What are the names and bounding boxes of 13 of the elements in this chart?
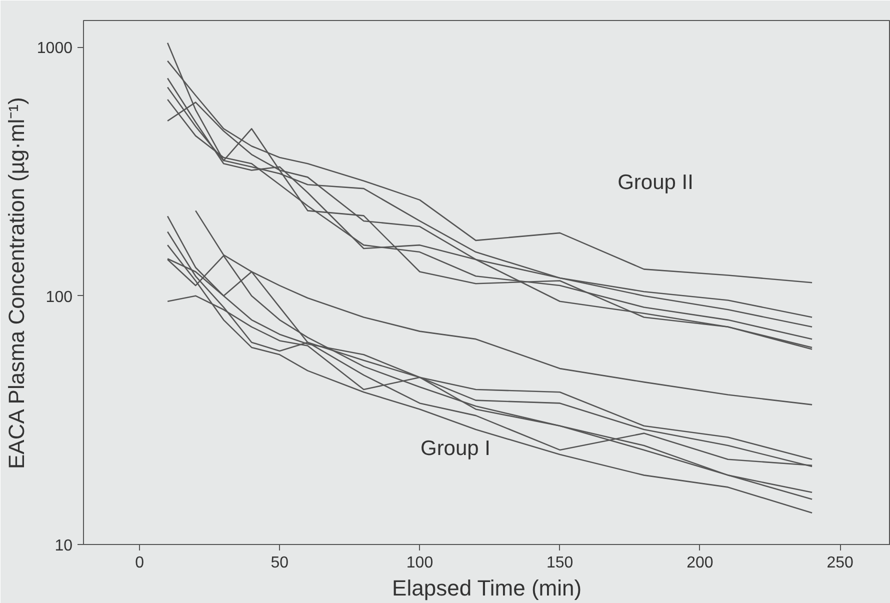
x-tick-label: 150 [546,554,574,572]
x-tick-label: 250 [826,554,854,572]
x-tick-label: 0 [135,554,144,572]
annotation: Group I [420,437,491,460]
x-tick-label: 50 [270,554,289,572]
x-axis-title: Elapsed Time (min) [392,576,582,600]
annotation: Group II [618,171,694,194]
y-tick-label: 1000 [36,40,73,58]
x-tick-label: 200 [686,554,714,572]
x-tick-label: 100 [406,554,434,572]
y-tick-label: 100 [46,288,73,306]
y-axis-title: EACA Plasma Concentration (µg·ml⁻¹) [4,97,29,470]
y-tick-label: 10 [54,538,73,554]
